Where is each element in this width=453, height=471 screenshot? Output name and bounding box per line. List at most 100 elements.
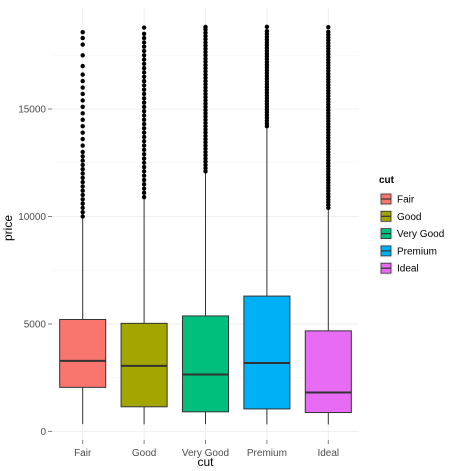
outlier-point — [203, 127, 208, 132]
outlier-point — [80, 162, 85, 168]
outlier-point — [80, 205, 85, 211]
outlier-point — [80, 197, 85, 202]
outlier-point — [80, 188, 85, 193]
outlier-point — [203, 40, 208, 45]
outlier-point — [203, 143, 208, 148]
outlier-point — [141, 143, 147, 148]
x-tick-label: Premium — [247, 448, 287, 459]
outlier-point — [203, 62, 208, 68]
outlier-point — [141, 100, 147, 105]
outlier-point — [141, 96, 147, 101]
outlier-point — [203, 88, 208, 93]
outlier-point — [203, 114, 208, 119]
outlier-point — [80, 72, 85, 77]
box-premium — [243, 24, 291, 425]
outlier-point — [141, 48, 147, 54]
outlier-point — [80, 85, 85, 90]
outlier-point — [203, 107, 208, 113]
box-body — [59, 319, 107, 388]
outlier-point — [203, 136, 208, 142]
outlier-point — [203, 49, 208, 55]
outlier-point — [80, 184, 85, 189]
outlier-point — [80, 111, 85, 116]
legend-label: Good — [397, 212, 421, 223]
outlier-point — [141, 130, 147, 135]
outlier-point — [203, 75, 208, 81]
outlier-point — [80, 30, 85, 35]
y-tick-label: 10000 — [18, 212, 46, 223]
y-axis-ticks: 0 5000 10000 15000 — [18, 105, 52, 438]
outlier-point — [141, 78, 147, 84]
box-ideal — [304, 25, 352, 425]
outlier-point — [203, 159, 208, 164]
box-body — [243, 295, 291, 410]
outlier-point — [141, 91, 147, 97]
outlier-point — [80, 179, 85, 185]
outlier-point — [203, 156, 208, 161]
outlier-point — [203, 43, 208, 48]
outlier-point — [203, 149, 208, 155]
box-good — [120, 25, 168, 425]
y-axis-title: price — [1, 215, 15, 241]
outlier-point — [80, 104, 85, 110]
outlier-point — [80, 143, 85, 148]
outlier-point — [203, 98, 208, 103]
outlier-point — [203, 146, 208, 151]
outlier-point — [80, 91, 85, 97]
outlier-point — [80, 171, 85, 176]
outlier-point — [141, 53, 147, 58]
outlier-point — [80, 209, 85, 215]
outlier-point — [203, 130, 208, 135]
outlier-point — [141, 169, 147, 174]
outlier-point — [80, 53, 85, 58]
x-tick-label: Good — [132, 448, 156, 459]
outlier-point — [80, 63, 85, 69]
outlier-point — [203, 69, 208, 74]
outlier-point — [203, 104, 208, 110]
legend-label: Premium — [397, 246, 437, 257]
outlier-point — [141, 31, 147, 36]
outlier-point — [80, 78, 85, 84]
outlier-point — [80, 214, 85, 219]
outlier-point — [203, 59, 208, 64]
outlier-point — [141, 134, 147, 140]
outlier-point — [203, 117, 208, 122]
outlier-point — [80, 124, 85, 129]
outlier-point — [203, 53, 208, 58]
outlier-point — [141, 35, 147, 41]
outlier-point — [141, 173, 147, 178]
outlier-point — [80, 117, 85, 122]
outlier-point — [141, 151, 147, 157]
outlier-point — [80, 42, 85, 47]
outlier-point — [141, 40, 147, 45]
outlier-point — [203, 36, 208, 42]
outlier-point — [141, 156, 147, 161]
outlier-point — [326, 29, 331, 35]
outlier-point — [203, 101, 208, 106]
legend-item-ideal: Ideal — [378, 260, 419, 276]
box-series — [59, 24, 352, 425]
y-tick-label: 15000 — [18, 105, 46, 116]
box-very-good — [181, 24, 230, 425]
box-body — [304, 330, 352, 414]
outlier-point — [203, 33, 208, 39]
legend-label: Very Good — [397, 229, 444, 240]
outlier-point — [141, 65, 147, 71]
box-fair — [59, 30, 107, 425]
outlier-point — [203, 124, 208, 129]
legend: cut Fair Good Very Good Premium Ideal — [378, 175, 444, 276]
legend-item-good: Good — [378, 209, 421, 224]
legend-label: Fair — [397, 195, 415, 206]
outlier-point — [141, 147, 147, 153]
outlier-point — [141, 164, 147, 170]
outlier-point — [141, 177, 147, 183]
outlier-point — [203, 165, 208, 171]
outlier-point — [141, 44, 147, 49]
outlier-point — [203, 120, 208, 126]
outlier-point — [203, 46, 208, 52]
outlier-point — [141, 190, 147, 196]
outlier-point — [80, 201, 85, 206]
outlier-point — [203, 162, 208, 168]
legend-label: Ideal — [397, 264, 419, 275]
outlier-point — [80, 98, 85, 103]
